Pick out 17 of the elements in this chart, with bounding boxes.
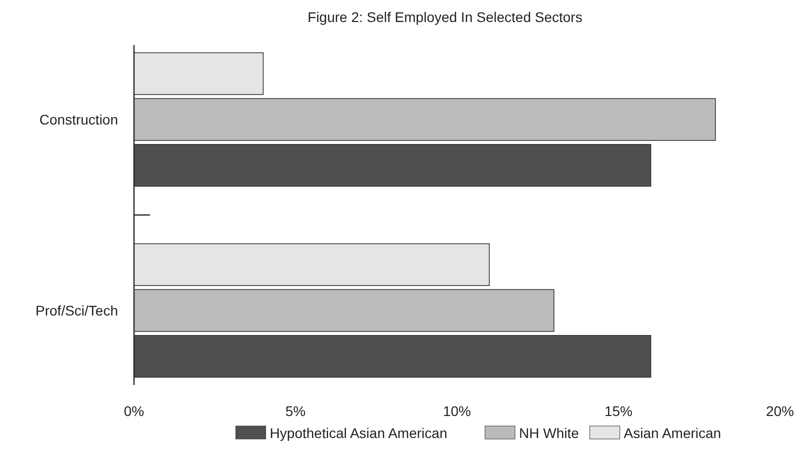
x-tick-label: 0% (124, 403, 144, 419)
legend-label: NH White (519, 425, 580, 441)
legend-label: Asian American (624, 425, 722, 441)
x-tick-label: 20% (766, 403, 794, 419)
x-tick-label: 10% (442, 403, 472, 419)
bar (134, 335, 652, 378)
bar (134, 289, 554, 332)
y-tick-label: Construction (39, 111, 118, 128)
legend-label: Hypothetical Asian American (270, 425, 448, 441)
x-tick-label: 15% (604, 403, 633, 419)
bar (134, 52, 264, 95)
x-tick-label: 5% (285, 403, 306, 419)
bar (134, 144, 652, 187)
bar (134, 98, 716, 141)
chart-title: Figure 2: Self Employed In Selected Sectors (308, 9, 582, 25)
bar (134, 243, 490, 286)
y-tick-label: Prof/Sci/Tech (36, 302, 118, 319)
